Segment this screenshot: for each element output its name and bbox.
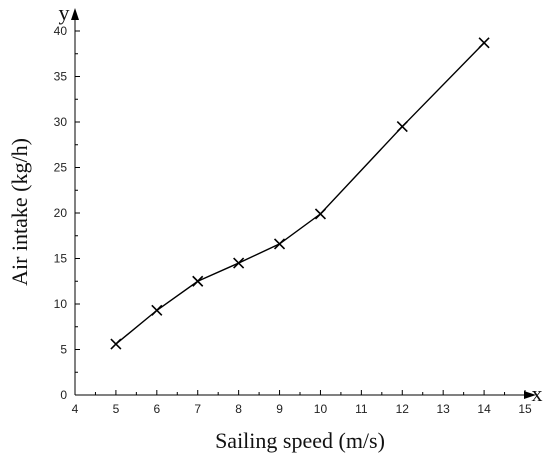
marker-stroke [396,120,408,133]
y-axis-arrow [71,8,79,20]
y-axis-label: Air intake (kg/h) [7,138,32,286]
axes [71,8,536,399]
data-point [110,338,122,350]
data-point [396,120,408,133]
data-point [273,238,286,250]
x-tick-label: 10 [314,402,328,416]
series-line [115,42,485,345]
x-tick-label: 5 [113,402,120,416]
data-point [314,208,327,220]
x-ticks: 4 5 6 7 8 9 10 11 12 13 14 15 [72,390,532,416]
data-point [151,304,163,316]
y-tick-label: 5 [60,343,67,357]
x-tick-label: 15 [518,402,532,416]
x-axis-letter: x [532,381,543,406]
x-tick-label: 9 [276,402,283,416]
y-tick-label: 15 [54,252,68,266]
marker-stroke [233,257,245,269]
x-axis-arrow [524,391,536,399]
y-tick-label: 40 [54,24,68,38]
y-tick-label: 0 [60,388,67,402]
data-point [478,37,490,49]
marker-stroke [273,238,286,250]
x-tick-label: 13 [437,402,451,416]
x-axis-label: Sailing speed (m/s) [215,428,385,453]
x-tick-label: 8 [235,402,242,416]
y-tick-label: 25 [54,161,68,175]
x-tick-label: 4 [72,402,79,416]
x-tick-label: 7 [194,402,201,416]
x-tick-label: 11 [355,402,368,416]
marker-stroke [110,338,122,350]
marker-stroke [192,275,204,287]
y-ticks: 0 5 10 15 20 25 30 35 40 [54,24,80,402]
marker-stroke [314,208,327,220]
marker-stroke [478,37,490,49]
x-tick-label: 12 [396,402,410,416]
data-point [233,257,245,269]
series [110,37,490,350]
x-tick-label: 14 [477,402,491,416]
x-tick-label: 6 [153,402,160,416]
y-tick-label: 30 [54,115,68,129]
y-tick-label: 10 [54,297,68,311]
y-tick-label: 20 [54,206,68,220]
marker-stroke [151,304,163,316]
y-axis-letter: y [59,0,70,25]
y-tick-label: 35 [54,70,68,84]
data-point [192,275,204,287]
